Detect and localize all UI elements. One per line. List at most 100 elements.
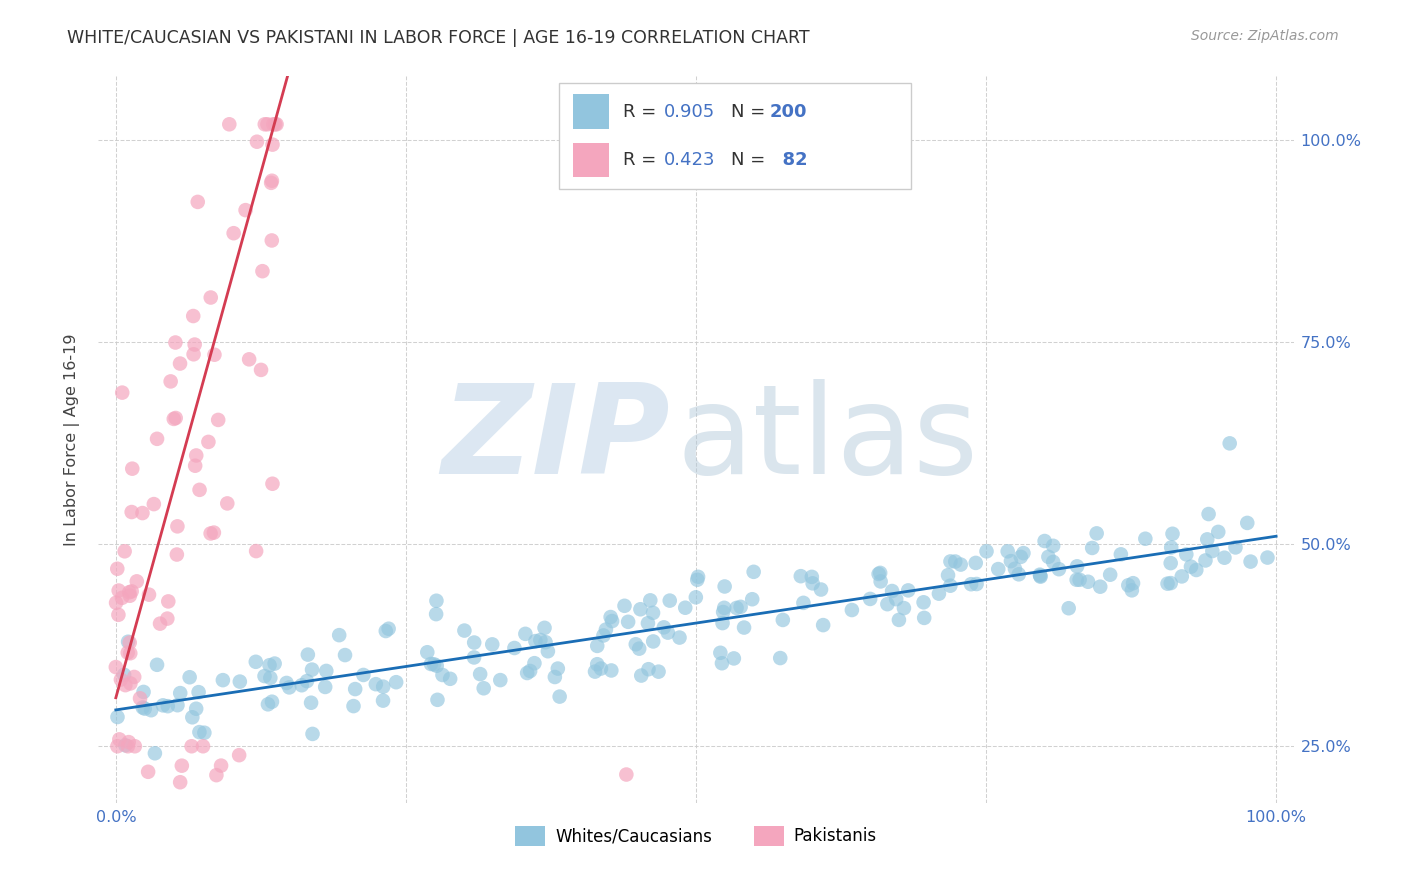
FancyBboxPatch shape	[572, 94, 609, 129]
Point	[534, 635, 557, 649]
Point	[1012, 546, 1035, 560]
Point	[136, 764, 159, 779]
Point	[1122, 576, 1144, 591]
Point	[260, 234, 283, 248]
Point	[181, 309, 204, 323]
Point	[630, 668, 652, 682]
Point	[166, 519, 188, 533]
Point	[869, 574, 891, 589]
Point	[276, 676, 298, 690]
Point	[1077, 574, 1099, 589]
Point	[202, 525, 225, 540]
Point	[997, 544, 1019, 558]
Point	[111, 385, 134, 400]
Point	[108, 732, 131, 747]
Point	[253, 117, 276, 131]
Point	[1156, 576, 1178, 591]
Point	[637, 616, 659, 631]
Point	[114, 678, 136, 692]
Point	[965, 556, 987, 570]
Point	[1033, 534, 1056, 549]
Point	[710, 657, 733, 671]
Point	[149, 616, 172, 631]
Point	[876, 597, 898, 611]
Point	[266, 117, 288, 131]
Point	[489, 673, 512, 687]
Point	[117, 739, 139, 754]
Point	[297, 648, 319, 662]
Point	[1198, 507, 1220, 521]
Text: N =: N =	[731, 103, 770, 120]
Point	[893, 601, 915, 615]
Point	[1160, 556, 1182, 570]
Point	[260, 174, 283, 188]
Point	[928, 587, 950, 601]
Point	[599, 610, 621, 624]
Point	[183, 347, 205, 361]
Point	[129, 691, 152, 706]
Point	[586, 657, 609, 672]
Point	[262, 117, 284, 131]
Point	[118, 589, 141, 603]
Point	[166, 548, 188, 562]
Point	[800, 570, 823, 584]
Point	[1042, 539, 1064, 553]
Point	[315, 664, 337, 678]
Point	[385, 675, 408, 690]
Point	[169, 357, 191, 371]
Point	[118, 735, 141, 749]
Point	[592, 628, 614, 642]
Point	[529, 633, 551, 648]
Point	[263, 657, 285, 671]
FancyBboxPatch shape	[572, 143, 609, 178]
Point	[673, 600, 696, 615]
Point	[134, 701, 156, 715]
Point	[936, 568, 959, 582]
Point	[628, 641, 651, 656]
Point	[589, 662, 612, 676]
Point	[713, 579, 735, 593]
Point	[1219, 436, 1241, 450]
Point	[186, 449, 208, 463]
Point	[1081, 541, 1104, 555]
Point	[790, 569, 813, 583]
Point	[229, 674, 252, 689]
Point	[741, 592, 763, 607]
Point	[523, 656, 546, 670]
Point	[253, 669, 276, 683]
Point	[463, 635, 485, 649]
Point	[314, 680, 336, 694]
Point	[157, 594, 180, 608]
Point	[250, 363, 273, 377]
Point	[117, 634, 139, 648]
Point	[1066, 559, 1088, 574]
Point	[262, 137, 284, 152]
Point	[801, 576, 824, 591]
Point	[481, 637, 503, 651]
Point	[228, 748, 250, 763]
Point	[463, 650, 485, 665]
Point	[912, 611, 935, 625]
Text: 0.423: 0.423	[664, 151, 716, 169]
Point	[117, 646, 139, 660]
Point	[1029, 567, 1052, 582]
Point	[107, 607, 129, 622]
Point	[725, 601, 748, 615]
Point	[868, 566, 890, 581]
Point	[723, 651, 745, 665]
Point	[291, 678, 314, 692]
Point	[352, 668, 374, 682]
Point	[841, 603, 863, 617]
Text: 82: 82	[770, 151, 807, 169]
Point	[197, 434, 219, 449]
Point	[166, 698, 188, 713]
Point	[547, 662, 569, 676]
Point	[1085, 526, 1108, 541]
Point	[709, 646, 731, 660]
Point	[183, 337, 205, 351]
Point	[595, 623, 617, 637]
Point	[470, 667, 492, 681]
Point	[1121, 583, 1143, 598]
Point	[187, 685, 209, 699]
Point	[374, 624, 396, 638]
